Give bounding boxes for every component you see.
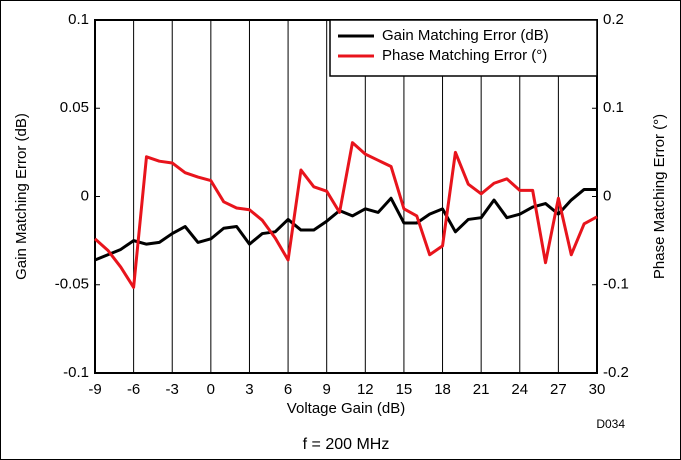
y2-tick-label: 0.1 bbox=[603, 99, 624, 116]
annotation: D034 bbox=[596, 417, 625, 431]
y-tick-label: -0.05 bbox=[55, 276, 89, 293]
x-tick-label: 0 bbox=[207, 381, 215, 398]
x-tick-label: -6 bbox=[127, 381, 140, 398]
x-tick-label: 9 bbox=[323, 381, 331, 398]
x-axis-label: Voltage Gain (dB) bbox=[287, 400, 405, 417]
y-tick-label: 0.05 bbox=[60, 99, 89, 116]
x-tick-label: 3 bbox=[245, 381, 253, 398]
annotation: f = 200 MHz bbox=[303, 436, 390, 453]
y-tick-label: 0.1 bbox=[68, 11, 89, 28]
legend-box bbox=[329, 19, 598, 77]
x-tick-label: 18 bbox=[434, 381, 451, 398]
x-tick-label: -9 bbox=[88, 381, 101, 398]
y-tick-label: -0.1 bbox=[63, 364, 89, 381]
legend-label: Gain Matching Error (dB) bbox=[382, 27, 549, 44]
x-tick-label: 15 bbox=[396, 381, 413, 398]
legend-label: Phase Matching Error (°) bbox=[382, 47, 547, 64]
x-tick-label: 24 bbox=[511, 381, 528, 398]
x-tick-label: 21 bbox=[473, 381, 490, 398]
x-tick-label: 12 bbox=[357, 381, 374, 398]
x-tick-label: 27 bbox=[550, 381, 567, 398]
y2-axis-label: Phase Matching Error (°) bbox=[651, 114, 668, 279]
y-tick-label: 0 bbox=[81, 187, 89, 204]
y2-tick-label: -0.1 bbox=[603, 276, 629, 293]
y2-tick-label: 0.2 bbox=[603, 11, 624, 28]
y2-tick-label: 0 bbox=[603, 187, 611, 204]
x-tick-label: 30 bbox=[589, 381, 606, 398]
x-tick-label: -3 bbox=[166, 381, 179, 398]
x-tick-label: 6 bbox=[284, 381, 292, 398]
series-line bbox=[94, 187, 597, 262]
plot-area bbox=[95, 20, 597, 373]
y2-tick-label: -0.2 bbox=[603, 364, 629, 381]
series-line bbox=[94, 141, 598, 289]
y-axis-label: Gain Matching Error (dB) bbox=[13, 113, 30, 280]
